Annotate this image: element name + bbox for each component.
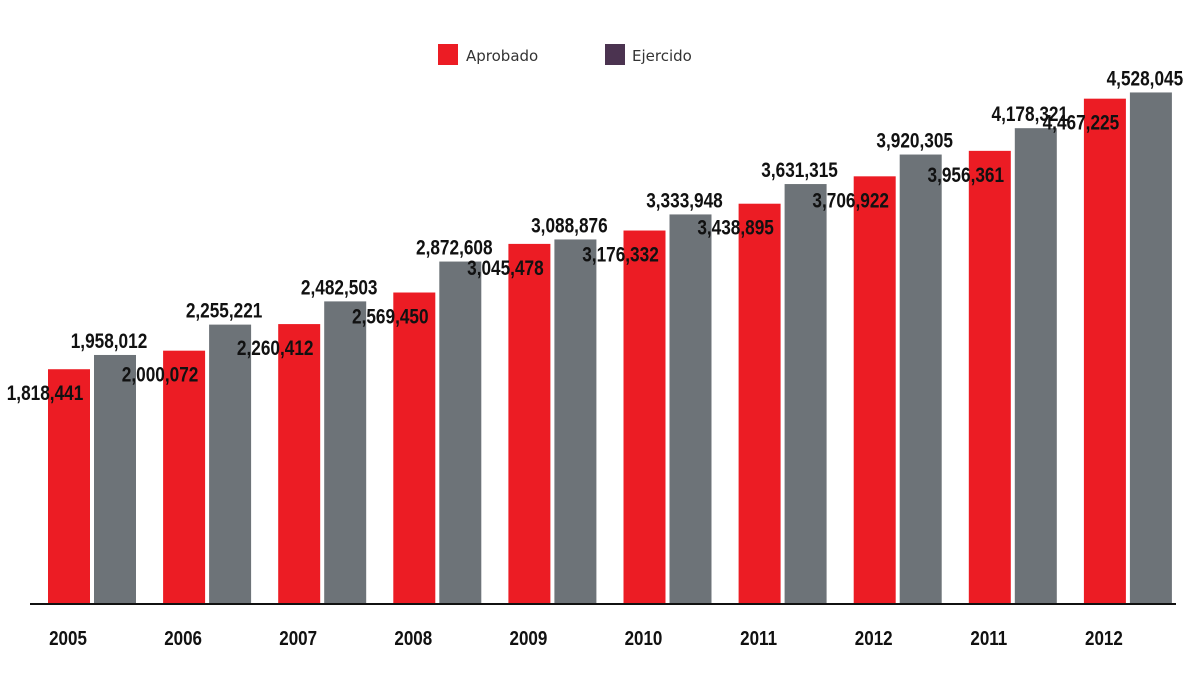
- legend-swatch-aprobado: [438, 44, 458, 65]
- data-label-ejercido-7: 3,920,305: [876, 130, 953, 153]
- data-label-aprobado-4: 3,045,478: [467, 257, 544, 280]
- bar-aprobado-6: [738, 203, 781, 605]
- data-label-aprobado-8: 3,956,361: [928, 164, 1005, 187]
- bar-ejercido-5: [669, 214, 712, 605]
- bar-aprobado-0: [48, 369, 90, 604]
- x-tick-label-8: 2011: [970, 627, 1007, 650]
- bar-ejercido-0: [94, 354, 136, 604]
- bar-aprobado-2: [278, 324, 321, 604]
- data-label-ejercido-5: 3,333,948: [646, 190, 723, 213]
- data-label-aprobado-0: 1,818,441: [7, 383, 84, 406]
- x-tick-label-7: 2012: [855, 627, 893, 650]
- data-label-ejercido-8: 4,178,321: [992, 104, 1069, 127]
- bar-ejercido-8: [1014, 128, 1057, 604]
- bar-aprobado-8: [968, 150, 1011, 604]
- bar-aprobado-5: [623, 230, 666, 604]
- legend-swatch-ejercido: [605, 44, 625, 65]
- bar-aprobado-7: [853, 176, 896, 604]
- bar-ejercido-3: [439, 261, 482, 604]
- bar-aprobado-4: [508, 243, 551, 604]
- data-label-ejercido-9: 4,528,045: [1107, 68, 1184, 91]
- x-tick-label-2: 2007: [279, 627, 317, 650]
- x-tick-label-6: 2011: [740, 627, 777, 650]
- legend-label-ejercido: Ejercido: [632, 47, 692, 65]
- x-tick-label-0: 2005: [49, 627, 87, 650]
- data-label-ejercido-6: 3,631,315: [761, 160, 838, 183]
- data-label-aprobado-6: 3,438,895: [697, 217, 774, 240]
- data-label-aprobado-2: 2,260,412: [237, 338, 314, 361]
- x-tick-label-3: 2008: [394, 627, 432, 650]
- legend-label-aprobado: Aprobado: [466, 47, 538, 65]
- data-label-ejercido-1: 2,255,221: [186, 300, 263, 323]
- data-label-aprobado-9: 4,467,225: [1043, 112, 1120, 135]
- bar-ejercido-6: [784, 184, 827, 605]
- bar-ejercido-1: [209, 324, 252, 604]
- data-label-ejercido-0: 1,958,012: [71, 330, 148, 353]
- bar-ejercido-2: [324, 301, 367, 604]
- x-tick-label-1: 2006: [164, 627, 202, 650]
- bar-aprobado-1: [163, 350, 206, 604]
- bar-aprobado-9: [1083, 98, 1126, 604]
- data-label-aprobado-7: 3,706,922: [812, 190, 889, 213]
- bar-aprobado-3: [393, 292, 436, 604]
- legend: Aprobado Ejercido: [438, 44, 692, 65]
- data-label-aprobado-3: 2,569,450: [352, 306, 429, 329]
- data-label-ejercido-4: 3,088,876: [531, 215, 608, 238]
- data-label-ejercido-2: 2,482,503: [301, 277, 378, 300]
- x-tick-label-5: 2010: [625, 627, 663, 650]
- bar-ejercido-4: [554, 239, 597, 604]
- data-label-ejercido-3: 2,872,608: [416, 237, 493, 260]
- data-label-aprobado-5: 3,176,332: [582, 244, 659, 267]
- bar-ejercido-9: [1129, 92, 1172, 604]
- x-tick-label-9: 2012: [1085, 627, 1123, 650]
- x-tick-label-4: 2009: [510, 627, 548, 650]
- bar-ejercido-7: [899, 154, 942, 604]
- data-label-aprobado-1: 2,000,072: [122, 364, 199, 387]
